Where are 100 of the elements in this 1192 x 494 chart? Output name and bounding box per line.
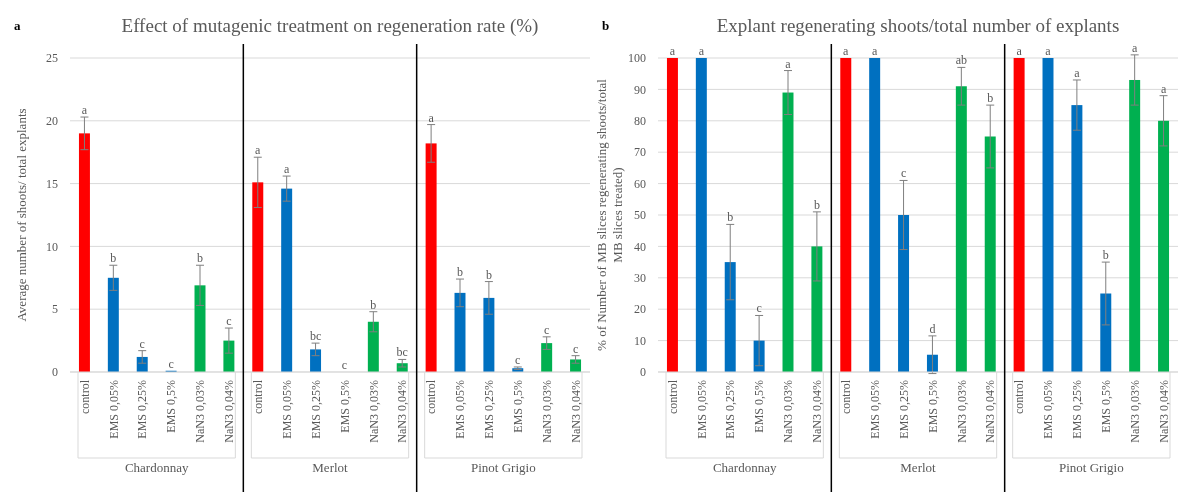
y-tick-label: 80 [634, 114, 646, 128]
data-label: c [139, 336, 145, 351]
x-tick-label: EMS 0,05% [106, 380, 121, 439]
data-label: b [457, 265, 463, 280]
data-label: b [110, 251, 117, 266]
x-tick-label: EMS 0,5% [925, 380, 940, 433]
x-tick-label: EMS 0,25% [308, 380, 323, 439]
y-tick-label: 40 [634, 239, 646, 254]
x-tick-label: EMS 0,05% [279, 380, 294, 439]
y-tick-label: 30 [634, 271, 646, 285]
x-tick-label: control [77, 379, 92, 414]
data-label: a [872, 44, 878, 58]
x-tick-label: control [250, 379, 265, 414]
x-tick-label: NaN3 0,04% [810, 380, 825, 443]
data-label: a [785, 56, 792, 71]
y-tick-label: 10 [46, 239, 58, 254]
y-tick-label: 0 [640, 365, 646, 380]
text: Chardonnay [124, 460, 189, 475]
data-label: a [284, 162, 290, 177]
y-tick-label: 90 [634, 82, 646, 97]
data-label: bc [309, 329, 322, 344]
data-label: b [197, 251, 203, 266]
data-label: ab [955, 53, 967, 68]
y-tick-label: 100 [628, 51, 646, 66]
x-tick-label: NaN3 0,03% [1127, 380, 1142, 443]
data-label: b [370, 297, 377, 312]
x-tick-label: NaN3 0,04% [395, 380, 410, 443]
x-tick-label: EMS 0,05% [694, 380, 709, 439]
x-tick-label: EMS 0,25% [896, 380, 911, 439]
data-label: b [485, 267, 492, 282]
y-tick-label: 60 [634, 176, 646, 191]
y-axis-title: % of Number of MB slices regenerating shoots/total MB slices treated) [594, 78, 625, 351]
data-label: a [843, 44, 850, 58]
x-tick-label: NaN3 0,04% [1156, 380, 1171, 443]
text: Merlot [312, 460, 349, 475]
x-tick-label: EMS 0,25% [482, 380, 497, 439]
x-tick-label: NaN3 0,03% [539, 380, 554, 443]
data-label: a [698, 44, 705, 58]
y-axis-title: Average number of shoots/ total explants [14, 108, 29, 322]
data-label: c [544, 322, 550, 337]
data-label: c [515, 352, 521, 367]
data-label: c [756, 301, 762, 316]
data-label: bc [396, 345, 408, 360]
y-tick-label: 20 [634, 302, 646, 317]
data-label: c [168, 356, 174, 371]
x-tick-label: NaN3 0,03% [781, 380, 796, 443]
data-label: b [1102, 248, 1109, 263]
data-label: a [428, 110, 435, 125]
data-label: a [81, 103, 88, 118]
data-label: a [1016, 44, 1023, 58]
x-tick-label: control [424, 379, 439, 414]
text: Chardonnay [712, 460, 777, 475]
y-tick-label: 5 [52, 302, 58, 317]
data-label: c [900, 166, 907, 181]
data-label: d [929, 321, 936, 336]
x-tick-label: control [1012, 379, 1027, 414]
text: Merlot [900, 460, 937, 475]
data-label: a [1160, 81, 1167, 96]
data-label: a [1074, 65, 1081, 80]
data-label: b [727, 210, 734, 225]
x-tick-label: NaN3 0,03% [193, 380, 208, 443]
data-label: b [813, 197, 820, 212]
y-tick-label: 70 [634, 145, 646, 160]
x-tick-label: EMS 0,05% [867, 380, 882, 439]
y-tick-label: 10 [634, 333, 646, 348]
data-label: c [226, 314, 232, 329]
chart-title: Explant regenerating shoots/total number of explants [716, 15, 1120, 36]
y-tick-label: 50 [634, 208, 646, 223]
data-label: b [987, 91, 994, 106]
data-label: a [669, 44, 676, 58]
x-tick-label: EMS 0,5% [164, 380, 179, 433]
y-tick-label: 0 [52, 365, 58, 380]
data-label: a [255, 143, 262, 158]
chart-title: Effect of mutagenic treatment on regeneration rate (%) [121, 15, 539, 37]
x-tick-label: EMS 0,25% [1070, 380, 1085, 439]
x-tick-label: EMS 0,25% [723, 380, 738, 439]
x-tick-label: control [665, 379, 680, 414]
x-tick-label: control [838, 379, 853, 414]
x-tick-label: EMS 0,5% [1098, 380, 1113, 433]
y-tick-label: 25 [46, 51, 58, 66]
y-tick-label: 15 [46, 176, 58, 191]
x-tick-label: NaN3 0,04% [222, 380, 237, 443]
text: b [602, 18, 610, 33]
y-tick-label: 20 [46, 114, 58, 128]
x-tick-label: EMS 0,05% [453, 380, 468, 439]
x-tick-label: NaN3 0,03% [954, 380, 969, 443]
data-label: a [1045, 44, 1052, 58]
data-label: c [341, 358, 348, 372]
data-label: c [572, 341, 579, 356]
text: Pinot Grigio [471, 460, 536, 475]
x-tick-label: NaN3 0,04% [983, 380, 998, 443]
x-tick-label: EMS 0,5% [337, 380, 352, 433]
text: Pinot Grigio [1059, 460, 1124, 475]
data-label: a [1132, 40, 1138, 55]
x-tick-label: NaN3 0,03% [366, 380, 381, 443]
x-tick-label: EMS 0,05% [1041, 380, 1056, 439]
x-tick-label: EMS 0,5% [752, 380, 767, 433]
x-tick-label: EMS 0,5% [510, 380, 525, 433]
x-tick-label: EMS 0,25% [135, 380, 150, 439]
x-tick-label: NaN3 0,04% [568, 380, 583, 443]
